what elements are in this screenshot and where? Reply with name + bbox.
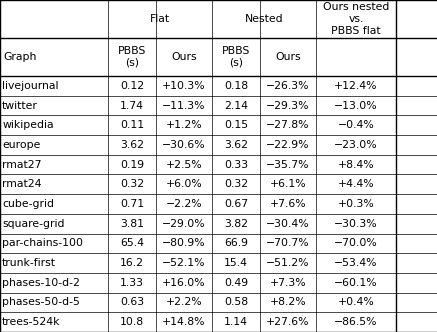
Text: 3.62: 3.62 [224, 140, 248, 150]
Text: Graph: Graph [3, 52, 37, 62]
Text: 0.15: 0.15 [224, 120, 248, 130]
Text: −26.3%: −26.3% [266, 81, 310, 91]
Text: +12.4%: +12.4% [334, 81, 378, 91]
Text: 0.32: 0.32 [120, 179, 144, 189]
Text: −22.9%: −22.9% [266, 140, 310, 150]
Text: 0.63: 0.63 [120, 297, 144, 307]
Text: +0.3%: +0.3% [338, 199, 375, 209]
Text: trees-524k: trees-524k [2, 317, 61, 327]
Text: −60.1%: −60.1% [334, 278, 378, 288]
Text: +7.3%: +7.3% [270, 278, 306, 288]
Text: +6.0%: +6.0% [166, 179, 202, 189]
Text: cube-grid: cube-grid [2, 199, 54, 209]
Text: rmat27: rmat27 [2, 160, 42, 170]
Text: +16.0%: +16.0% [162, 278, 206, 288]
Text: Nested: Nested [245, 14, 283, 24]
Text: PBBS
(s): PBBS (s) [222, 46, 250, 68]
Text: 66.9: 66.9 [224, 238, 248, 248]
Text: −29.3%: −29.3% [266, 101, 310, 111]
Text: 3.81: 3.81 [120, 219, 144, 229]
Text: 15.4: 15.4 [224, 258, 248, 268]
Text: −30.6%: −30.6% [162, 140, 206, 150]
Text: −0.4%: −0.4% [338, 120, 375, 130]
Text: Ours: Ours [171, 52, 197, 62]
Text: PBBS
(s): PBBS (s) [118, 46, 146, 68]
Text: Flat: Flat [150, 14, 170, 24]
Text: −35.7%: −35.7% [266, 160, 310, 170]
Text: 10.8: 10.8 [120, 317, 144, 327]
Text: 1.33: 1.33 [120, 278, 144, 288]
Text: +0.4%: +0.4% [338, 297, 375, 307]
Text: livejournal: livejournal [2, 81, 59, 91]
Text: europe: europe [2, 140, 41, 150]
Text: +27.6%: +27.6% [266, 317, 310, 327]
Text: 0.67: 0.67 [224, 199, 248, 209]
Text: +2.5%: +2.5% [166, 160, 202, 170]
Text: 0.58: 0.58 [224, 297, 248, 307]
Text: 0.18: 0.18 [224, 81, 248, 91]
Text: Ours: Ours [275, 52, 301, 62]
Text: phases-50-d-5: phases-50-d-5 [2, 297, 80, 307]
Text: +7.6%: +7.6% [270, 199, 306, 209]
Text: 16.2: 16.2 [120, 258, 144, 268]
Text: −27.8%: −27.8% [266, 120, 310, 130]
Text: −2.2%: −2.2% [166, 199, 202, 209]
Text: par-chains-100: par-chains-100 [2, 238, 83, 248]
Text: +4.4%: +4.4% [338, 179, 375, 189]
Text: 0.11: 0.11 [120, 120, 144, 130]
Text: −53.4%: −53.4% [334, 258, 378, 268]
Text: −23.0%: −23.0% [334, 140, 378, 150]
Text: +14.8%: +14.8% [162, 317, 206, 327]
Text: +2.2%: +2.2% [166, 297, 202, 307]
Text: −86.5%: −86.5% [334, 317, 378, 327]
Text: wikipedia: wikipedia [2, 120, 54, 130]
Text: −70.0%: −70.0% [334, 238, 378, 248]
Text: twitter: twitter [2, 101, 38, 111]
Text: 0.49: 0.49 [224, 278, 248, 288]
Text: 0.12: 0.12 [120, 81, 144, 91]
Text: −29.0%: −29.0% [162, 219, 206, 229]
Text: trunk-first: trunk-first [2, 258, 56, 268]
Text: Ours nested
vs.
PBBS flat: Ours nested vs. PBBS flat [323, 2, 389, 36]
Text: 0.33: 0.33 [224, 160, 248, 170]
Text: 2.14: 2.14 [224, 101, 248, 111]
Text: 3.82: 3.82 [224, 219, 248, 229]
Text: −11.3%: −11.3% [162, 101, 206, 111]
Text: −30.3%: −30.3% [334, 219, 378, 229]
Text: −51.2%: −51.2% [266, 258, 310, 268]
Text: 1.14: 1.14 [224, 317, 248, 327]
Text: +10.3%: +10.3% [162, 81, 206, 91]
Text: square-grid: square-grid [2, 219, 65, 229]
Text: −52.1%: −52.1% [162, 258, 206, 268]
Text: phases-10-d-2: phases-10-d-2 [2, 278, 80, 288]
Text: −30.4%: −30.4% [266, 219, 310, 229]
Text: +8.4%: +8.4% [338, 160, 375, 170]
Text: 65.4: 65.4 [120, 238, 144, 248]
Text: 0.19: 0.19 [120, 160, 144, 170]
Text: +8.2%: +8.2% [270, 297, 306, 307]
Text: +1.2%: +1.2% [166, 120, 202, 130]
Text: −80.9%: −80.9% [162, 238, 206, 248]
Text: +6.1%: +6.1% [270, 179, 306, 189]
Text: −70.7%: −70.7% [266, 238, 310, 248]
Text: −13.0%: −13.0% [334, 101, 378, 111]
Text: 1.74: 1.74 [120, 101, 144, 111]
Text: 0.71: 0.71 [120, 199, 144, 209]
Text: rmat24: rmat24 [2, 179, 42, 189]
Text: 0.32: 0.32 [224, 179, 248, 189]
Text: 3.62: 3.62 [120, 140, 144, 150]
